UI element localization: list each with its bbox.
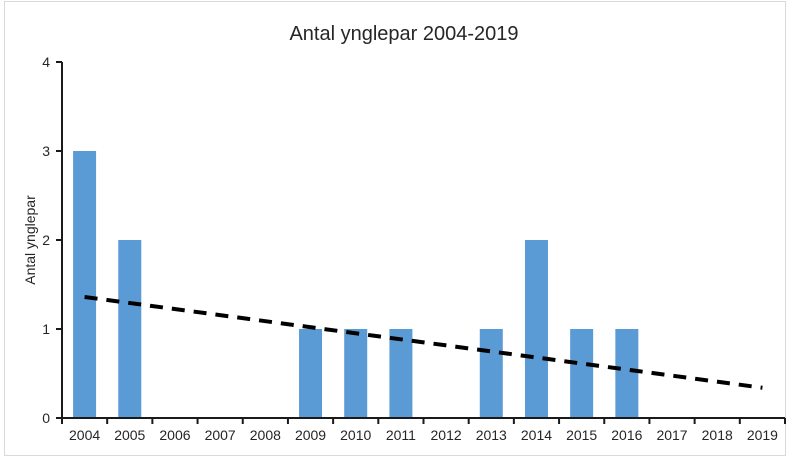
- bar-2014: [524, 240, 548, 418]
- x-tick-label: 2017: [656, 427, 687, 443]
- y-tick-label: 4: [42, 54, 50, 70]
- bar-2011: [389, 329, 413, 418]
- bar-2015: [570, 329, 594, 418]
- y-tick-label: 0: [42, 410, 50, 426]
- x-tick-label: 2014: [521, 427, 552, 443]
- trendline: [84, 294, 763, 390]
- x-tick-label: 2013: [476, 427, 507, 443]
- y-axis-label: Antal ynglepar: [22, 195, 38, 285]
- x-tick-label: 2004: [69, 427, 100, 443]
- plot-area: 0 1 2 3 4 2004 2005 2006 2007 2008 2009 2010 2011 201…: [42, 54, 786, 443]
- x-tick-label: 2011: [386, 427, 416, 443]
- x-tick-label: 2007: [205, 427, 236, 443]
- y-tick-label: 2: [42, 232, 50, 248]
- x-tick-label: 2019: [747, 427, 778, 443]
- x-tick-label: 2005: [114, 427, 145, 443]
- chart-border: [4, 1, 786, 456]
- bar-2004: [73, 151, 97, 418]
- x-tick-label: 2012: [431, 427, 462, 443]
- x-tick-label: 2006: [159, 427, 190, 443]
- x-tick-label: 2010: [340, 427, 371, 443]
- x-tick-label: 2008: [250, 427, 281, 443]
- y-tick-label: 1: [42, 321, 50, 337]
- bar-2005: [118, 240, 142, 418]
- bar-2013: [479, 329, 503, 418]
- y-tick-label: 3: [42, 143, 50, 159]
- bar-2009: [299, 329, 323, 418]
- chart-title: Antal ynglepar 2004-2019: [289, 23, 518, 45]
- x-tick-label: 2009: [295, 427, 326, 443]
- x-tick-label: 2015: [566, 427, 597, 443]
- x-tick-label: 2018: [702, 427, 733, 443]
- bar-2016: [615, 329, 639, 418]
- bar-2010: [344, 329, 368, 418]
- x-tick-label: 2016: [611, 427, 642, 443]
